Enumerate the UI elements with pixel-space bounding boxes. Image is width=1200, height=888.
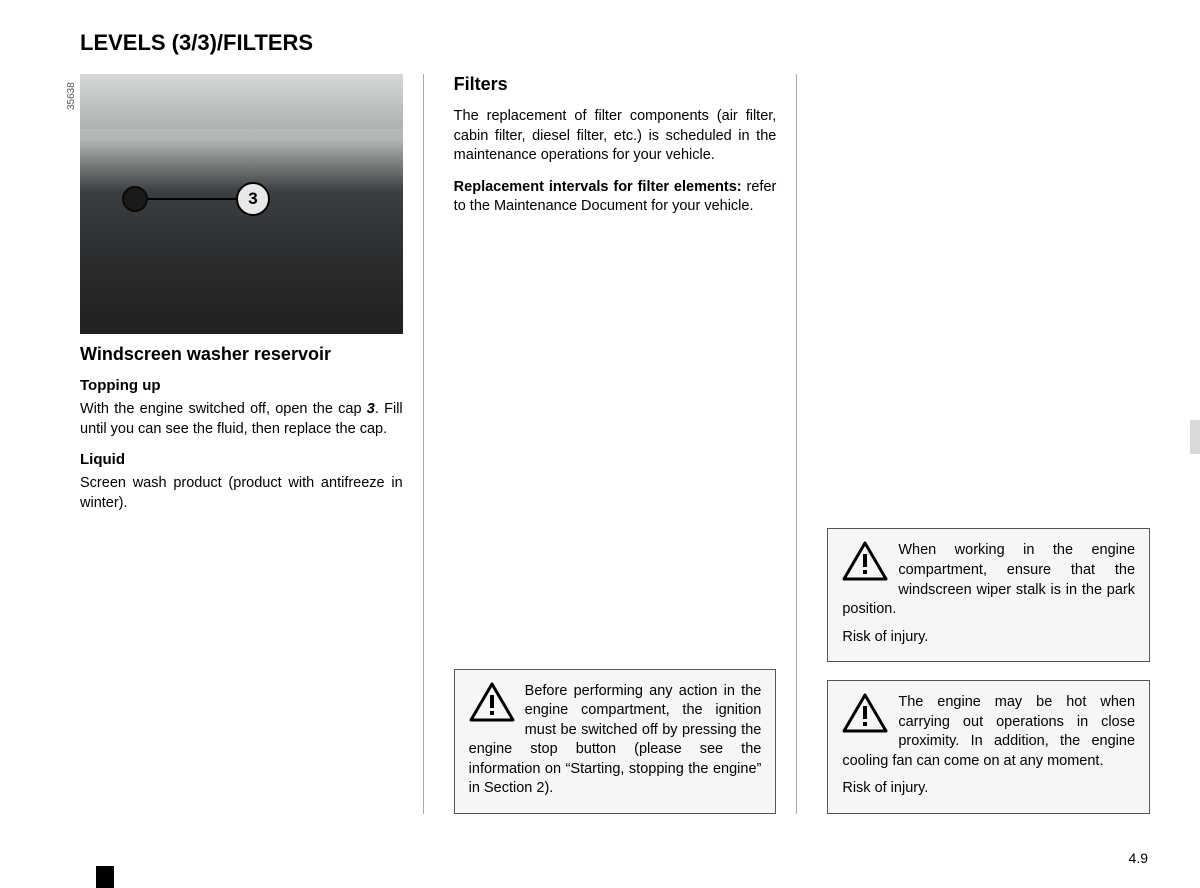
warning-box-wiper: When working in the engine compartment, … <box>827 528 1150 662</box>
filters-heading: Filters <box>454 74 777 95</box>
washer-cap-illustration <box>122 186 148 212</box>
content-columns: 35638 3 Windscreen washer reservoir Topp… <box>80 74 1150 814</box>
reservoir-heading: Windscreen washer reservoir <box>80 344 403 365</box>
replacement-text: Replacement intervals for filter element… <box>454 178 777 217</box>
side-tab <box>1190 420 1200 454</box>
filters-text: The replacement of filter components (ai… <box>454 107 777 166</box>
liquid-heading: Liquid <box>80 451 403 468</box>
engine-bay-image: 3 <box>80 74 403 334</box>
text-fragment: With the engine switched off, open the c… <box>80 401 367 417</box>
risk-text: Risk of injury. <box>842 779 1135 799</box>
callout-line <box>148 198 236 200</box>
page-title: LEVELS (3/3)/FILTERS <box>80 30 1150 56</box>
column-3: When working in the engine compartment, … <box>827 74 1150 814</box>
column-1: 35638 3 Windscreen washer reservoir Topp… <box>80 74 424 814</box>
page-number: 4.9 <box>1129 850 1148 866</box>
warning-icon <box>842 541 888 581</box>
risk-text: Risk of injury. <box>842 628 1135 648</box>
image-code: 35638 <box>66 82 77 110</box>
warning-box-hot-engine: The engine may be hot when carrying out … <box>827 680 1150 814</box>
topping-up-heading: Topping up <box>80 377 403 394</box>
cap-number: 3 <box>367 401 375 417</box>
liquid-text: Screen wash product (product with antifr… <box>80 474 403 513</box>
warning-icon <box>842 693 888 733</box>
topping-up-text: With the engine switched off, open the c… <box>80 400 403 439</box>
replacement-bold: Replacement intervals for filter element… <box>454 179 742 195</box>
warning-box-ignition: Before performing any action in the engi… <box>454 669 777 814</box>
print-mark <box>96 866 114 888</box>
callout-number: 3 <box>236 182 270 216</box>
warning-icon <box>469 682 515 722</box>
column-2: Filters The replacement of filter compon… <box>454 74 798 814</box>
